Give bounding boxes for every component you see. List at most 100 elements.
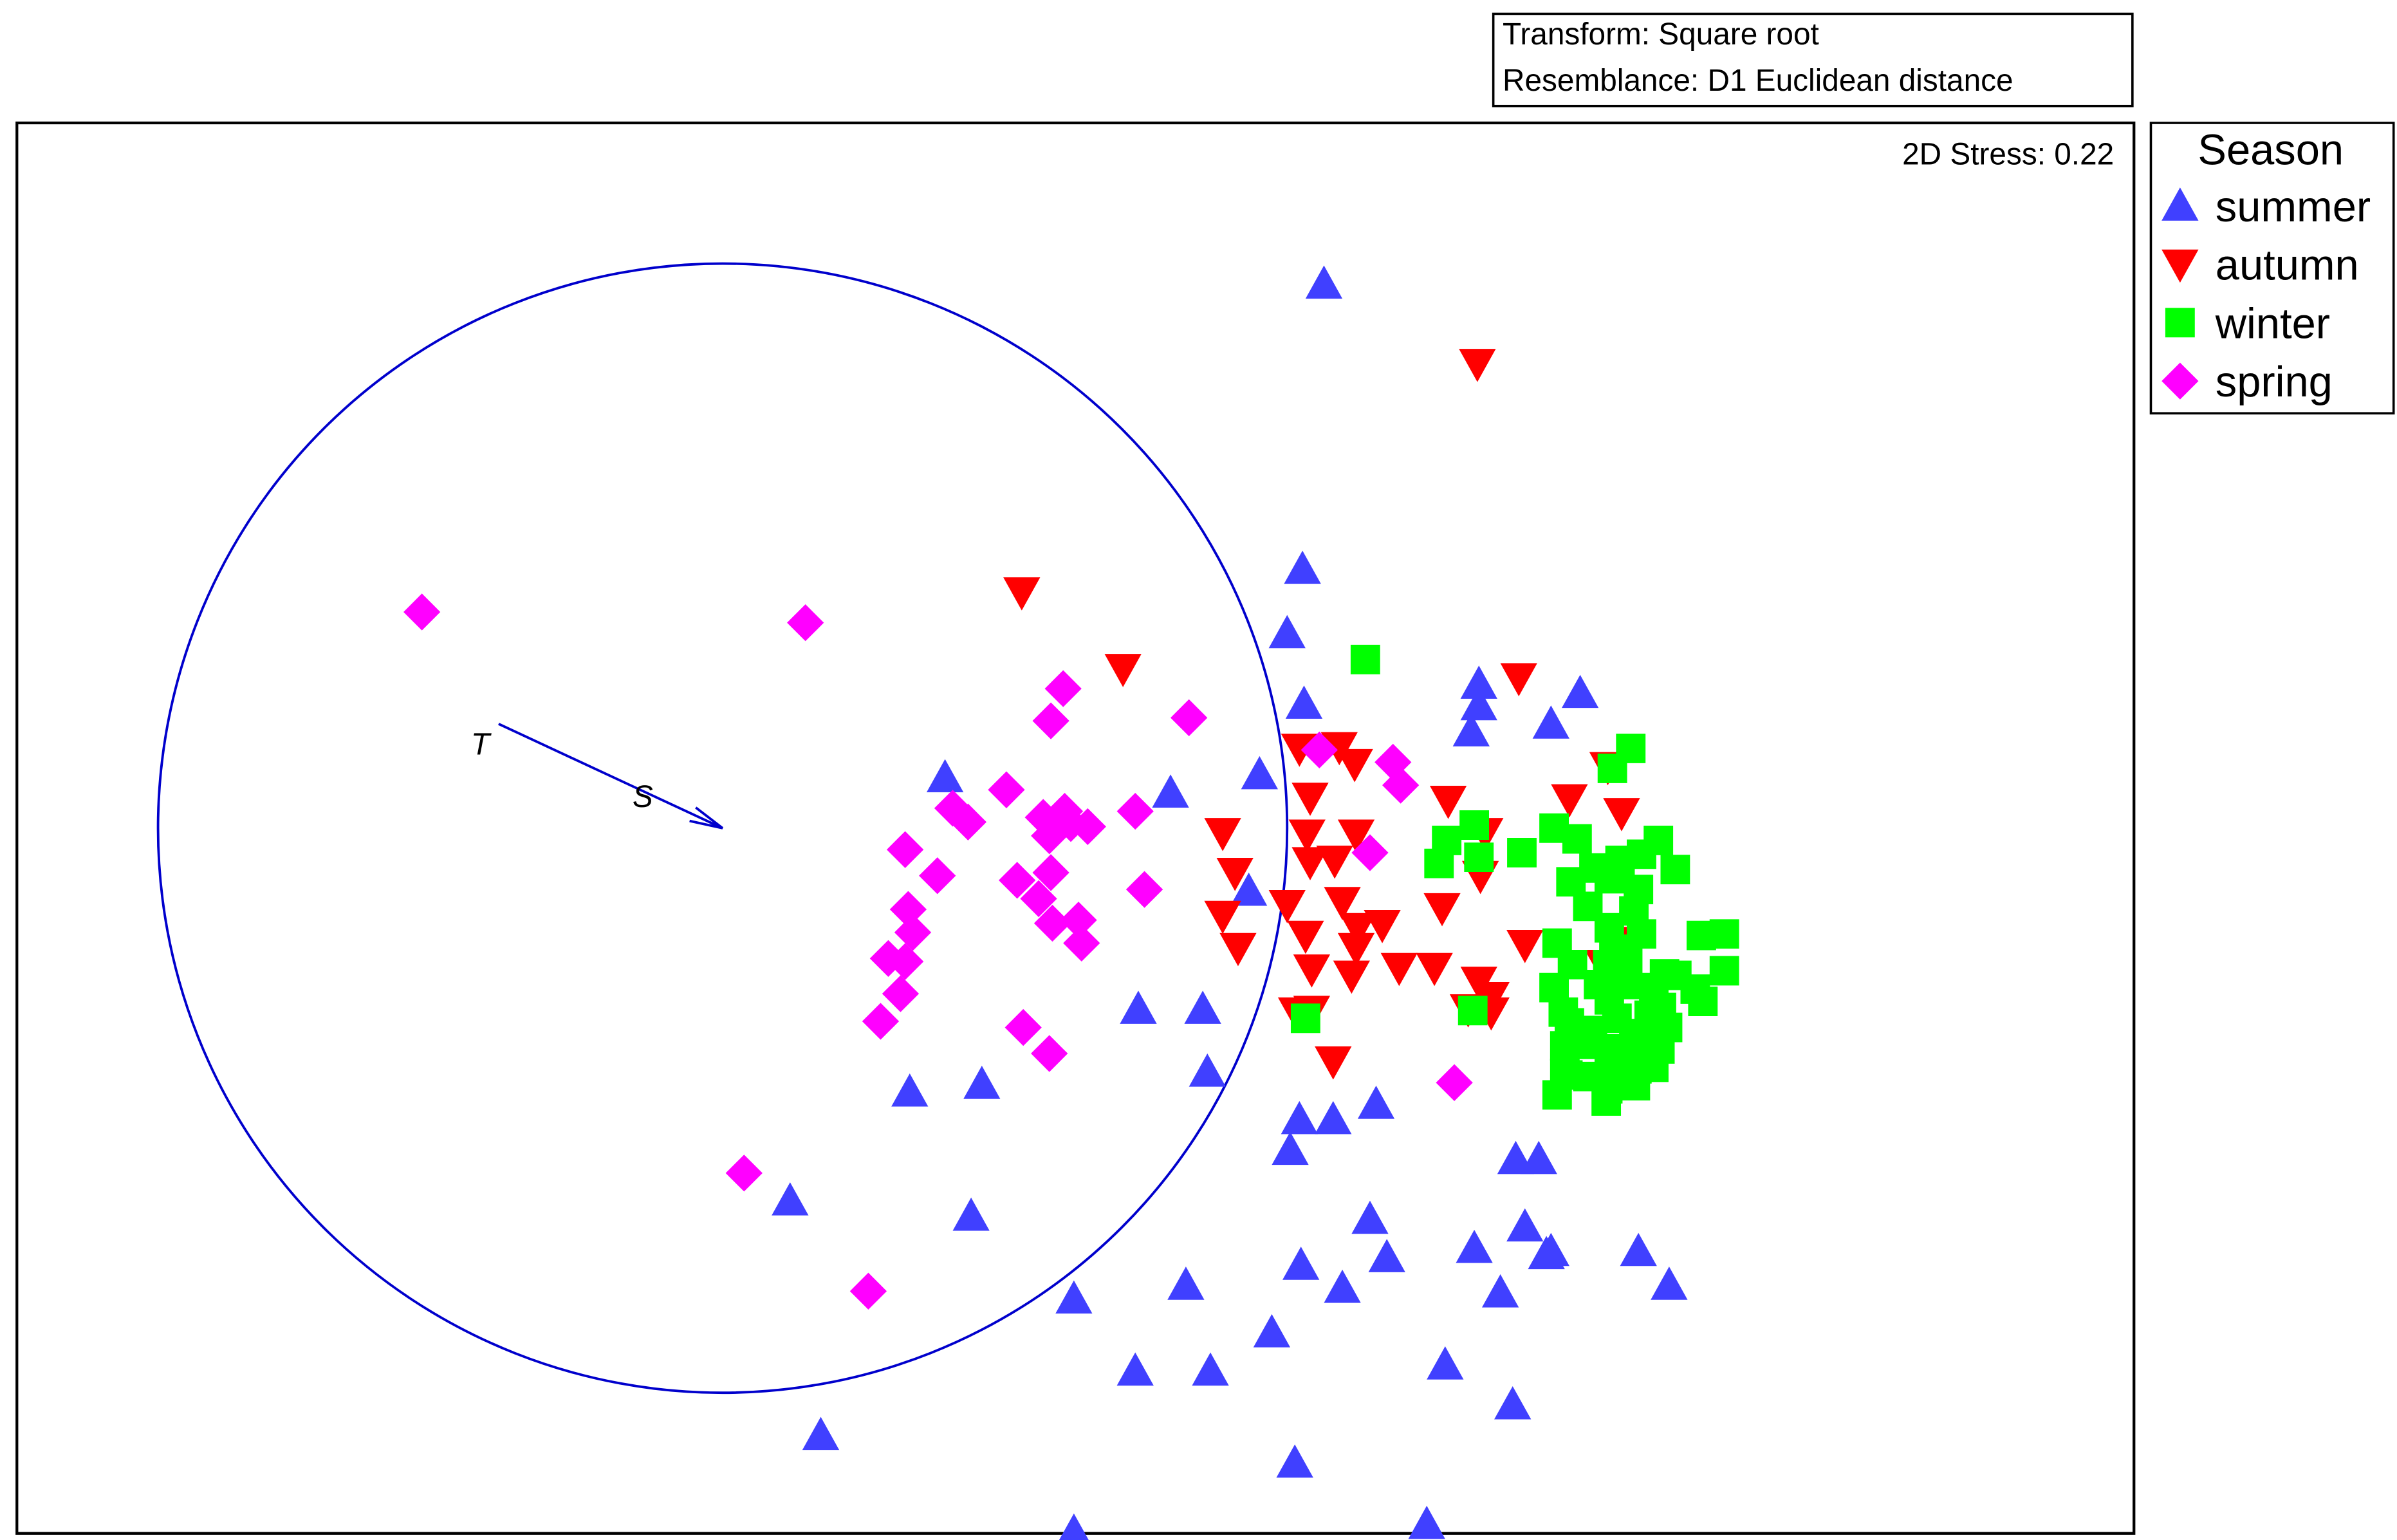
spring-point (1300, 731, 1338, 769)
winter-point (1619, 896, 1649, 926)
summer-point (891, 1073, 929, 1107)
vector-label-s: S (633, 780, 653, 814)
spring-point (1032, 854, 1069, 891)
autumn-point (1204, 900, 1241, 934)
legend-label-winter: winter (2215, 299, 2330, 348)
legend-item-autumn: autumn (2161, 241, 2359, 290)
summer-point (1561, 674, 1599, 709)
legend-item-spring: spring (2161, 358, 2333, 406)
spring-point (919, 857, 956, 895)
autumn-point (1416, 952, 1453, 987)
summer-point (952, 1197, 990, 1231)
summer-point (802, 1416, 840, 1451)
autumn-point (1603, 798, 1640, 831)
data-points (403, 265, 1739, 1540)
autumn-point (1316, 845, 1353, 879)
autumn-point (1104, 654, 1142, 687)
autumn-point (1324, 887, 1361, 920)
autumn-point (1288, 819, 1326, 853)
summer-point (1059, 1513, 1089, 1540)
winter-point (1639, 1052, 1669, 1082)
autumn-point (1291, 847, 1329, 880)
summer-point (1230, 872, 1268, 906)
spring-point (1031, 817, 1068, 855)
spring-point (1069, 808, 1106, 846)
summer-point (1452, 713, 1490, 747)
summer-point (1481, 1274, 1519, 1308)
legend-frame (2149, 122, 2395, 415)
autumn-point (1337, 819, 1375, 853)
winter-point (1507, 838, 1537, 867)
spring-point (862, 1003, 900, 1040)
summer-point (1241, 756, 1278, 790)
series-autumn (1003, 349, 1640, 1080)
summer-point (1620, 1232, 1657, 1266)
summer-point (1651, 1266, 1688, 1300)
spring-point (1031, 1035, 1068, 1072)
winter-point (1432, 826, 1462, 855)
summer-point (1116, 1352, 1154, 1386)
autumn-point (1293, 954, 1331, 988)
summer-point (1532, 705, 1569, 739)
spring-point (1032, 702, 1069, 739)
winter-point (1687, 920, 1716, 951)
vector-line (498, 723, 723, 830)
autumn-point (1551, 784, 1588, 818)
spring-point (1063, 924, 1100, 962)
winter-point (1550, 1059, 1580, 1088)
spring-point (988, 771, 1025, 808)
spring-point (403, 593, 441, 631)
summer-point (1268, 615, 1306, 649)
summer-point (1494, 1386, 1532, 1420)
spring-point (725, 1155, 763, 1192)
vector-circle (156, 262, 1289, 1395)
legend-label-autumn: autumn (2216, 241, 2359, 290)
winter-point (1594, 864, 1624, 894)
winter-point (1627, 839, 1656, 869)
legend-marker-winter (2165, 308, 2195, 338)
winter-point (1424, 848, 1454, 878)
summer-point (963, 1066, 1001, 1099)
autumn-point (1003, 577, 1041, 611)
autumn-point (1320, 732, 1358, 766)
autumn-point (1287, 920, 1324, 954)
winter-point (1709, 956, 1739, 986)
info-box-frame (1492, 12, 2134, 107)
legend-label-spring: spring (2216, 358, 2333, 406)
autumn-point (1500, 663, 1537, 697)
summer-point (1284, 550, 1321, 584)
legend-marker-autumn (2161, 249, 2199, 283)
spring-point (999, 862, 1036, 899)
legend-item-winter: winter (2165, 299, 2330, 348)
spring-point (1044, 670, 1082, 707)
summer-point (1285, 685, 1323, 719)
spring-point (1171, 699, 1208, 736)
winter-point (1627, 919, 1656, 949)
winter-point (1550, 1031, 1580, 1061)
summer-point (1192, 1352, 1229, 1386)
summer-point (772, 1182, 809, 1216)
spring-point (1436, 1064, 1473, 1101)
autumn-point (1315, 1046, 1352, 1080)
resemblance-label: Resemblance: D1 Euclidean distance (1503, 64, 2013, 98)
winter-point (1464, 842, 1494, 873)
spring-point (949, 803, 987, 840)
summer-point (1272, 1131, 1309, 1165)
spring-point (882, 975, 920, 1012)
summer-point (1305, 265, 1343, 299)
autumn-point (1333, 960, 1371, 994)
autumn-point (1216, 858, 1254, 891)
autumn-point (1459, 349, 1496, 382)
winter-point (1709, 919, 1739, 949)
summer-point (1315, 1100, 1352, 1135)
spring-point (1116, 793, 1154, 830)
legend-item-summer: summer (2161, 183, 2371, 231)
legend-marker-spring (2161, 362, 2199, 400)
legend-marker-summer (2161, 187, 2199, 221)
summer-point (1506, 1208, 1544, 1242)
winter-point (1597, 754, 1627, 783)
autumn-point (1291, 783, 1329, 816)
summer-point (1253, 1313, 1291, 1348)
winter-point (1556, 867, 1586, 897)
summer-point (1532, 1232, 1569, 1266)
